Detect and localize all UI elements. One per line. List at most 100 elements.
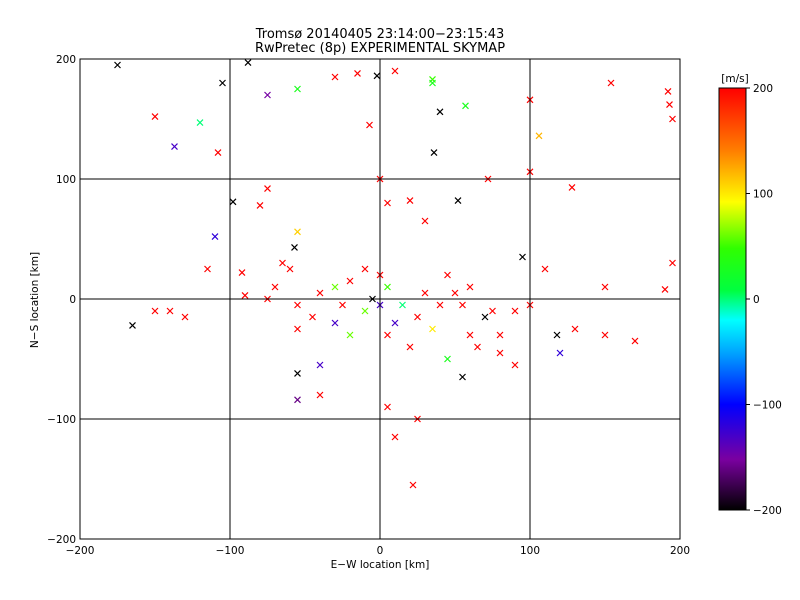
cross-mark [271,283,279,291]
cross-mark [466,331,474,339]
cross-mark [444,271,451,279]
data-point-cross [607,79,615,87]
cross-mark [219,79,226,87]
cross-mark [444,355,451,363]
data-point-cross [238,269,246,277]
data-point-cross [354,69,361,77]
data-point-cross [294,325,301,333]
cross-mark [429,325,436,333]
data-point-cross [166,307,174,315]
colorbar-tick-label: −100 [753,400,782,412]
data-point-cross [256,201,264,209]
data-point-cross [294,396,301,404]
data-point-cross [406,197,414,205]
data-point-cross [391,67,399,75]
data-point-cross [462,102,469,110]
cross-mark [238,269,246,277]
data-point-cross [384,331,391,339]
cross-mark [294,301,301,309]
cross-mark [571,325,579,333]
data-point-cross [384,199,391,207]
cross-mark [316,391,324,399]
cross-mark [601,283,609,291]
cross-mark [294,396,301,404]
data-point-cross [279,259,286,267]
cross-mark [399,301,406,309]
data-point-cross [421,289,429,297]
y-tick-label: −100 [47,414,76,426]
cross-mark [459,373,466,381]
cross-mark [384,283,391,291]
data-point-cross [151,307,159,315]
x-tick-label: 100 [520,545,540,557]
cross-mark [279,259,286,267]
data-point-cross [294,228,301,236]
data-point-cross [391,433,399,441]
x-axis-label: E−W location [km] [331,559,430,571]
data-point-cross [229,198,237,206]
cross-mark [384,199,391,207]
data-point-cross [331,319,339,327]
data-point-cross [211,233,219,241]
cross-mark [666,101,673,109]
data-point-cross [601,283,609,291]
data-point-cross [204,265,211,273]
data-point-cross [519,253,526,261]
data-point-cross [511,361,519,369]
cross-mark [406,197,414,205]
cross-mark [211,233,219,241]
cross-mark [366,121,373,129]
cross-mark [430,149,438,157]
cross-mark [519,253,526,261]
colorbar-tick-label: 200 [753,83,773,95]
data-point-cross [384,283,391,291]
cross-mark [607,79,615,87]
data-point-cross [466,283,474,291]
cross-mark [291,243,298,251]
data-point-cross [373,72,381,80]
data-point-cross [454,197,462,205]
cross-mark [114,61,121,69]
cross-mark [496,331,504,339]
cross-mark [669,259,676,267]
cross-mark [346,277,354,285]
cross-mark [436,301,444,309]
data-point-cross [291,243,298,251]
data-point-cross [444,355,451,363]
cross-mark [556,349,564,357]
data-point-cross [294,301,301,309]
data-point-cross [666,101,673,109]
cross-mark [294,85,301,93]
cross-mark [511,361,519,369]
cross-mark [166,307,174,315]
data-point-cross [489,307,496,315]
data-point-cross [384,403,391,411]
data-point-cross [459,301,466,309]
cross-mark [409,481,417,489]
cross-mark [459,301,466,309]
data-point-cross [241,291,249,299]
cross-mark [196,119,204,127]
cross-mark [316,289,324,297]
cross-mark [454,197,462,205]
cross-mark [286,265,294,273]
cross-mark [391,433,399,441]
cross-mark [421,217,429,225]
colorbar-tick-label: 100 [753,189,773,201]
data-point-cross [316,361,324,369]
data-point-cross [219,79,226,87]
data-point-cross [553,331,561,339]
data-points [114,59,676,489]
data-point-cross [535,132,543,140]
x-axis-ticks: −200 −100 0 100 200 [66,545,690,557]
chart-subtitle: RwPretec (8p) EXPERIMENTAL SKYMAP [255,41,505,56]
cross-mark [535,132,543,140]
cross-mark [346,331,354,339]
data-point-cross [451,289,459,297]
data-point-cross [244,59,252,67]
cross-mark [373,72,381,80]
data-point-cross [436,301,444,309]
chart-title: Tromsø 20140405 23:14:00−23:15:43 [255,27,505,42]
data-point-cross [409,481,417,489]
